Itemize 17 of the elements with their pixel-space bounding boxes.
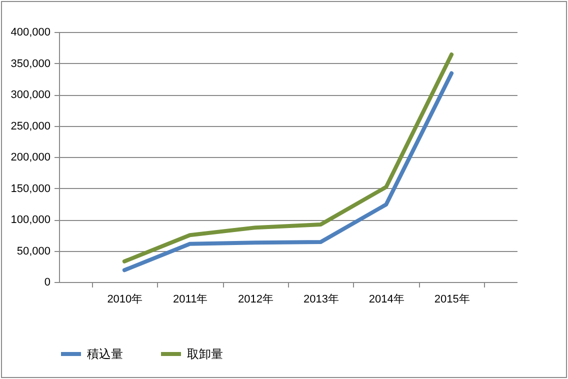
y-tick-label: 350,000 <box>10 58 50 70</box>
x-tick-label: 2010年 <box>107 294 143 306</box>
y-tick-label: 250,000 <box>10 120 50 132</box>
y-tick-label: 300,000 <box>10 89 50 101</box>
x-tick-label: 2015年 <box>434 294 470 306</box>
y-tick-label: 200,000 <box>10 152 50 164</box>
y-tick-label: 400,000 <box>10 26 50 38</box>
y-tick-label: 100,000 <box>10 214 50 226</box>
x-tick-label: 2011年 <box>173 294 208 306</box>
x-tick-label: 2013年 <box>303 294 339 306</box>
y-tick-label: 0 <box>44 276 50 288</box>
x-tick-label: 2014年 <box>368 294 404 306</box>
x-tick-label: 2012年 <box>238 294 274 306</box>
legend-label: 積込量 <box>87 347 123 361</box>
y-tick-label: 150,000 <box>10 182 50 195</box>
y-tick-label: 50,000 <box>16 245 50 258</box>
legend-label: 取卸量 <box>187 347 223 361</box>
